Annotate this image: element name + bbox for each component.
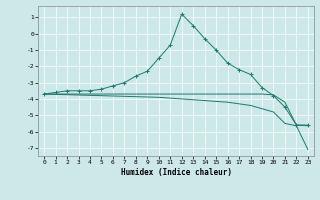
X-axis label: Humidex (Indice chaleur): Humidex (Indice chaleur) [121,168,231,177]
